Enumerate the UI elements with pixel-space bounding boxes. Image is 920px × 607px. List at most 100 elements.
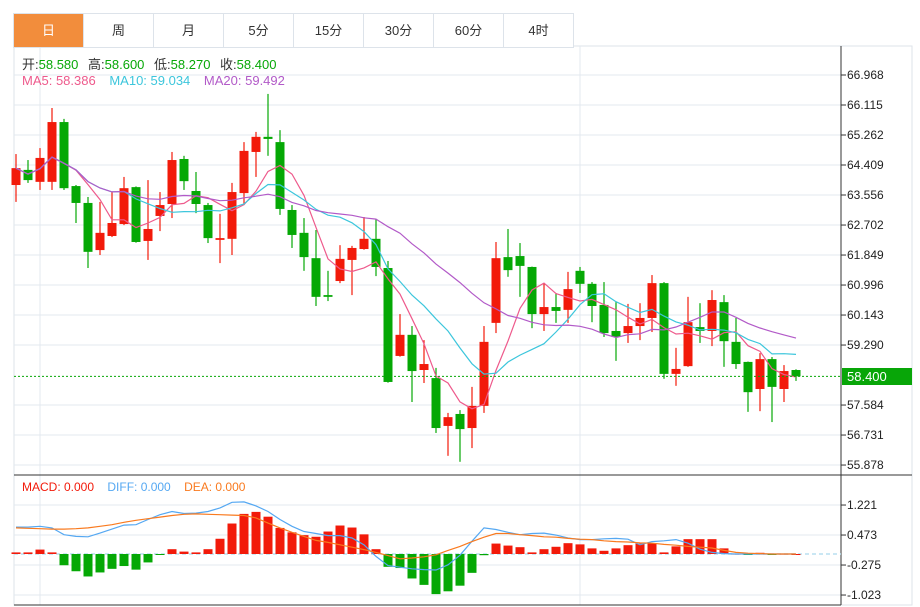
candle-down: [599, 304, 609, 334]
period-tabs: 日 周 月 5分 15分 30分 60分 4时: [13, 13, 574, 48]
macd-bar: [347, 527, 357, 554]
macd-bar: [71, 554, 81, 572]
candle-down: [299, 232, 309, 258]
candle-up: [359, 238, 369, 250]
candle-up: [155, 205, 165, 216]
candle-up: [227, 192, 237, 239]
macd-bar: [203, 549, 213, 554]
tab-month[interactable]: 月: [154, 14, 224, 47]
price-tick-label: 62.702: [847, 218, 884, 232]
candle-up: [335, 258, 345, 282]
candle-up: [491, 258, 501, 323]
macd-bar: [455, 554, 465, 586]
ohlc-info: 开:58.580 高:58.600 低:58.270 收:58.400: [22, 54, 282, 73]
candle-up: [95, 232, 105, 251]
macd-tick-label: -1.023: [847, 588, 881, 602]
ma-legend: MA5: 58.386 MA10: 59.034 MA20: 59.492: [22, 73, 285, 88]
macd-bar: [527, 552, 537, 554]
macd-bar: [239, 513, 249, 554]
candle-up: [467, 405, 477, 429]
macd-bar: [407, 554, 417, 579]
ma5-value: MA5: 58.386: [22, 73, 96, 88]
macd-legend: MACD: 0.000 DIFF: 0.000 DEA: 0.000: [22, 480, 245, 494]
candle-up: [107, 222, 117, 237]
price-tick-label: 64.409: [847, 158, 884, 172]
macd-bar: [47, 552, 57, 554]
price-tick-label: 56.731: [847, 428, 884, 442]
macd-bar: [143, 554, 153, 563]
low-value: 58.270: [170, 57, 211, 72]
ma20-line: [15, 156, 797, 339]
macd-bar: [515, 547, 525, 554]
candle-up: [443, 417, 453, 426]
candle-up: [347, 247, 357, 260]
macd-bar: [155, 554, 165, 555]
chart-frame: [13, 45, 913, 606]
tab-day[interactable]: 日: [14, 14, 84, 47]
macd-bar: [551, 546, 561, 554]
macd-bar: [611, 548, 621, 554]
macd-bar: [191, 552, 201, 554]
dea-line: [15, 513, 796, 560]
macd-bar: [623, 545, 633, 554]
macd-bar: [215, 538, 225, 554]
candle-up: [755, 359, 765, 389]
macd-bar: [575, 544, 585, 554]
candle-down: [659, 283, 669, 374]
candle-up: [395, 334, 405, 356]
candle-down: [743, 361, 753, 393]
candle-up: [683, 322, 693, 367]
price-tick-label: 61.849: [847, 248, 884, 262]
macd-bar: [659, 552, 669, 554]
candle-down: [275, 142, 285, 209]
candle-down: [23, 169, 33, 181]
tab-week[interactable]: 周: [84, 14, 154, 47]
tab-30min[interactable]: 30分: [364, 14, 434, 47]
price-tick-label: 65.262: [847, 128, 884, 142]
price-tick-label: 66.968: [847, 68, 884, 82]
macd-bar: [227, 523, 237, 554]
candle-up: [47, 122, 57, 182]
macd-bar: [251, 511, 261, 554]
diff-value: DIFF: 0.000: [107, 480, 171, 494]
macd-bar: [11, 552, 21, 554]
candle-up: [779, 371, 789, 389]
candle-down: [131, 187, 141, 242]
candle-down: [407, 334, 417, 372]
macd-bar: [563, 543, 573, 554]
candle-down: [731, 341, 741, 365]
macd-tick-label: 0.473: [847, 528, 877, 542]
candle-down: [719, 302, 729, 342]
macd-bar: [131, 554, 141, 570]
candle-up: [623, 326, 633, 334]
open-value: 58.580: [38, 57, 79, 72]
price-tick-label: 59.290: [847, 338, 884, 352]
close-label: 收:: [220, 57, 237, 72]
tab-60min[interactable]: 60分: [434, 14, 504, 47]
dea-value: DEA: 0.000: [184, 480, 246, 494]
price-tick-label: 55.878: [847, 458, 884, 472]
candle-down: [383, 268, 393, 382]
current-price-label: 58.400: [842, 368, 912, 385]
diff-line: [16, 501, 796, 571]
candle-down: [71, 186, 81, 203]
candle-down: [287, 209, 297, 235]
macd-bar: [299, 535, 309, 554]
candle-down: [263, 136, 273, 139]
macd-bar: [503, 545, 513, 554]
tab-5min[interactable]: 5分: [224, 14, 294, 47]
candle-up: [119, 188, 129, 225]
candle-down: [503, 257, 513, 271]
price-tick-label: 60.143: [847, 308, 884, 322]
close-value: 58.400: [236, 57, 277, 72]
candle-down: [191, 190, 201, 205]
macd-bar: [719, 548, 729, 554]
candle-up: [251, 136, 261, 152]
candle-up: [215, 238, 225, 240]
candle-up: [671, 368, 681, 374]
tab-15min[interactable]: 15分: [294, 14, 364, 47]
candle-down: [551, 307, 561, 311]
tab-4hour[interactable]: 4时: [504, 14, 574, 47]
candle-up: [539, 307, 549, 315]
